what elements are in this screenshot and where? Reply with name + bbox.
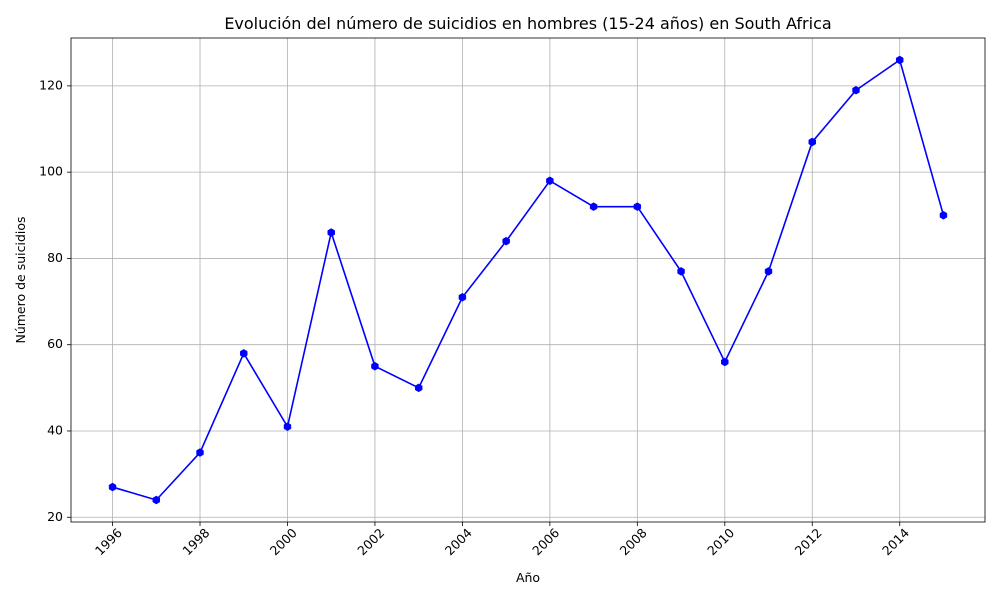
data-point	[677, 267, 685, 276]
series-line	[112, 58, 945, 501]
data-point	[896, 55, 904, 65]
data-point	[108, 482, 117, 492]
data-point	[240, 349, 248, 358]
x-tick-label: 2012	[792, 525, 825, 558]
x-axis-label: Año	[516, 570, 540, 585]
data-point	[852, 85, 860, 95]
data-point	[721, 357, 729, 367]
x-tick-label: 2000	[267, 525, 300, 558]
y-tick-label: 60	[47, 336, 63, 351]
x-tick-label: 2008	[617, 525, 650, 558]
x-tick-label: 1998	[179, 525, 212, 558]
grid-lines	[71, 38, 985, 522]
data-point	[283, 422, 292, 431]
plot-frame	[70, 37, 986, 523]
x-tick-label: 1996	[92, 525, 125, 558]
data-point	[196, 448, 204, 457]
y-tick-label: 80	[47, 250, 63, 265]
y-axis-label: Número de suicidios	[13, 216, 28, 343]
data-point	[939, 211, 948, 220]
y-tick-label: 40	[47, 422, 63, 437]
data-point	[808, 137, 816, 147]
x-tick-label: 2014	[879, 525, 912, 558]
series-layer	[108, 55, 948, 505]
data-point	[589, 202, 598, 211]
chart-title: Evolución del número de suicidios en hom…	[224, 14, 831, 33]
y-tick-label: 120	[39, 77, 63, 92]
data-point	[371, 361, 379, 371]
data-point	[458, 292, 467, 302]
x-tick-label: 2010	[704, 525, 737, 558]
y-tick-label: 100	[39, 164, 63, 179]
x-tick-label: 2004	[442, 525, 475, 558]
x-tick-label: 2006	[529, 525, 562, 558]
data-point	[414, 383, 423, 393]
data-point	[764, 267, 773, 276]
data-point	[633, 202, 642, 211]
x-tick-label: 2002	[354, 525, 387, 558]
data-point	[502, 236, 510, 246]
data-point	[327, 228, 335, 237]
data-point	[546, 176, 554, 186]
data-point	[152, 495, 160, 505]
y-tick-label: 20	[47, 509, 63, 524]
